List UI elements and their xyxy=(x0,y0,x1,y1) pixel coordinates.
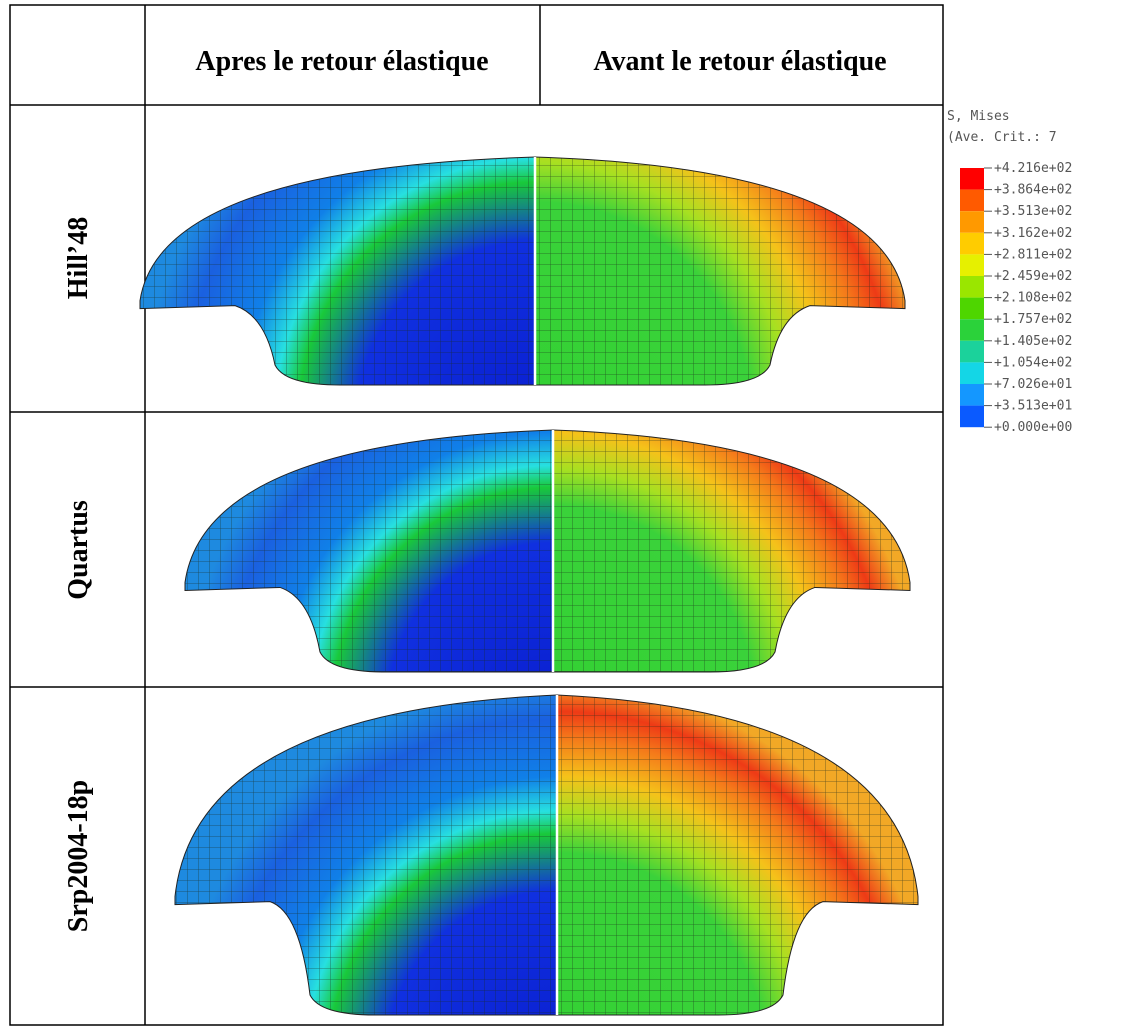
legend-band xyxy=(960,276,984,298)
legend-band xyxy=(960,297,984,320)
legend-label: +0.000e+00 xyxy=(994,420,1072,435)
legend-band xyxy=(960,362,984,384)
mesh xyxy=(140,157,905,385)
legend-title: S, Mises xyxy=(947,109,1010,124)
legend-band xyxy=(960,168,984,190)
legend-band xyxy=(960,189,984,212)
legend-label: +3.162e+02 xyxy=(994,226,1072,241)
mesh xyxy=(185,430,910,672)
legend-label: +4.216e+02 xyxy=(994,161,1072,176)
fea-part xyxy=(140,157,905,385)
legend-label: +3.513e+01 xyxy=(994,399,1072,414)
legend-label: +1.405e+02 xyxy=(994,334,1072,349)
legend-label: +3.864e+02 xyxy=(994,183,1072,198)
part-outline xyxy=(174,694,919,1016)
legend-band xyxy=(960,340,984,363)
part-outline xyxy=(139,156,906,386)
legend-label: +2.459e+02 xyxy=(994,269,1072,284)
legend-band xyxy=(960,211,984,233)
legend-label: +2.108e+02 xyxy=(994,291,1072,306)
row-header: Hill’48 xyxy=(63,217,94,299)
fea-part xyxy=(175,695,918,1015)
mesh xyxy=(175,695,918,1015)
column-header: Avant le retour élastique xyxy=(593,46,886,77)
row-header: Quartus xyxy=(63,500,94,600)
part-outline xyxy=(184,429,911,673)
legend-label: +1.054e+02 xyxy=(994,355,1072,370)
row-header: Srp2004-18p xyxy=(63,780,94,932)
legend-band xyxy=(960,384,984,406)
legend-band xyxy=(960,319,984,341)
legend-label: +7.026e+01 xyxy=(994,377,1072,392)
fea-part xyxy=(185,430,910,672)
legend-band xyxy=(960,405,984,428)
legend-band xyxy=(960,232,984,255)
legend-label: +2.811e+02 xyxy=(994,247,1072,262)
column-header: Apres le retour élastique xyxy=(195,46,488,77)
legend-label: +1.757e+02 xyxy=(994,312,1072,327)
legend-label: +3.513e+02 xyxy=(994,204,1072,219)
table-grid xyxy=(9,4,944,1026)
legend-band xyxy=(960,254,984,276)
legend-subtitle: (Ave. Crit.: 7 xyxy=(947,130,1057,145)
